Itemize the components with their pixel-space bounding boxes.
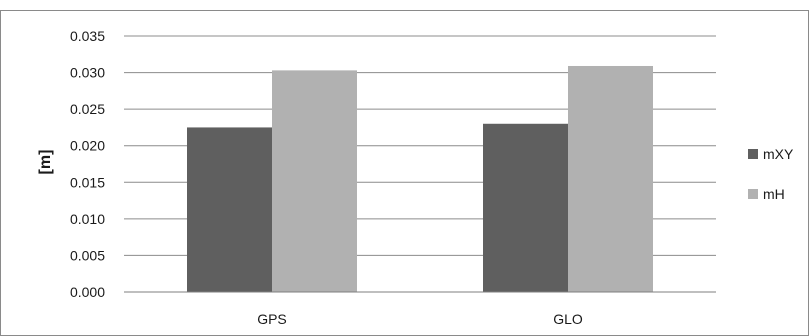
x-axis-ticks: GPS GLO (257, 311, 583, 327)
chart-border (0, 10, 809, 336)
bars (187, 65, 653, 293)
y-tick-label: 0.030 (70, 65, 105, 81)
x-tick-label: GLO (553, 311, 583, 327)
bar-mH-GPS (272, 70, 357, 293)
y-tick-label: 0.015 (70, 174, 105, 190)
legend: mXY mH (748, 146, 794, 202)
legend-label-mH: mH (763, 186, 785, 202)
legend-swatch-mXY (748, 149, 758, 159)
y-axis-ticks: 0.000 0.005 0.010 0.015 0.020 0.025 0.030 0.035 (70, 28, 105, 300)
legend-swatch-mH (748, 189, 758, 199)
y-tick-label: 0.010 (70, 211, 105, 227)
y-tick-label: 0.025 (70, 101, 105, 117)
y-tick-label: 0.035 (70, 28, 105, 44)
bar-mXY-GLO (483, 123, 568, 293)
y-tick-label: 0.000 (70, 284, 105, 300)
bar-mXY-GPS (187, 127, 272, 292)
y-tick-label: 0.020 (70, 138, 105, 154)
legend-label-mXY: mXY (763, 146, 794, 162)
y-tick-label: 0.005 (70, 247, 105, 263)
y-axis-label: [m] (37, 150, 54, 175)
bar-mH-GLO (568, 65, 653, 292)
x-tick-label: GPS (257, 311, 287, 327)
